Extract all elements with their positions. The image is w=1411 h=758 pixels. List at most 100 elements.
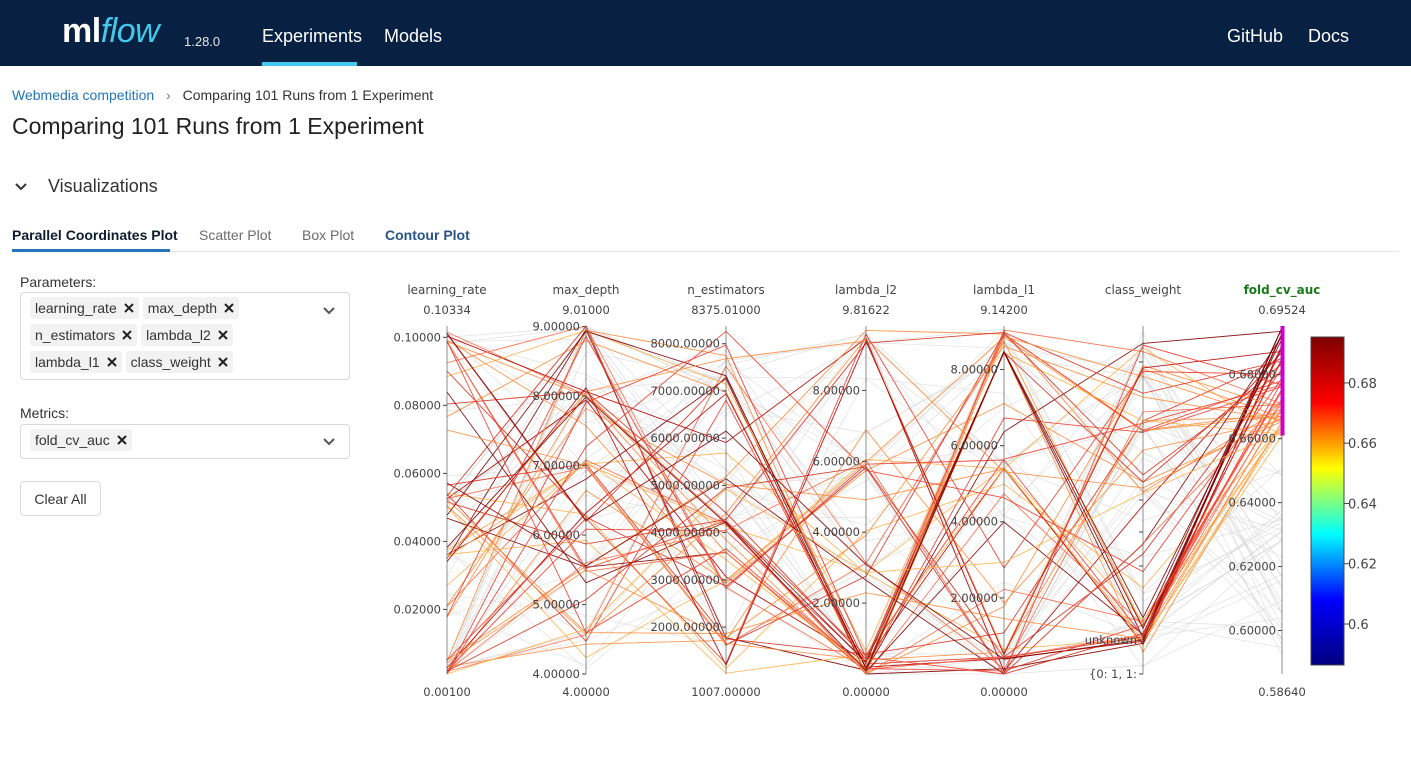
axis-drag-handle[interactable] bbox=[443, 326, 451, 674]
parameter-chip-label: learning_rate bbox=[35, 300, 117, 316]
close-icon[interactable] bbox=[123, 302, 135, 314]
parameter-chip: class_weight bbox=[125, 351, 233, 373]
parameters-chip-list: learning_rate max_depth n_estimators lambda… bbox=[30, 297, 310, 378]
parameter-chip-label: lambda_l2 bbox=[146, 327, 211, 343]
nav-github[interactable]: GitHub bbox=[1227, 26, 1284, 46]
nav-active-underline bbox=[262, 62, 357, 66]
section-title: Visualizations bbox=[48, 176, 158, 196]
close-icon[interactable] bbox=[217, 329, 229, 341]
metrics-select[interactable]: fold_cv_auc bbox=[20, 424, 350, 459]
axis-max_depth[interactable]: max_depth 9.01000 4.00000 9.00000 8.00000 7.0… bbox=[532, 283, 619, 699]
colorbar-tick-label: 0.62 bbox=[1348, 558, 1377, 573]
axis-title[interactable]: fold_cv_auc bbox=[1244, 283, 1321, 298]
parameter-chip: n_estimators bbox=[30, 324, 138, 346]
tab-parallel-coordinates[interactable]: Parallel Coordinates Plot bbox=[12, 227, 178, 243]
axis-tick-label: 2000.00000 bbox=[650, 620, 720, 634]
logo-ml-text: ml bbox=[62, 12, 101, 50]
parameter-chip-label: class_weight bbox=[130, 354, 211, 370]
tab-scatter-plot[interactable]: Scatter Plot bbox=[199, 227, 272, 243]
clear-all-button[interactable]: Clear All bbox=[20, 481, 101, 516]
colorbar-tick-label: 0.64 bbox=[1348, 497, 1377, 512]
axis-fold_cv_auc[interactable]: fold_cv_auc 0.69524 0.58640 0.68000 0.66000 0… bbox=[1228, 283, 1320, 699]
axis-tick-label: 6000.00000 bbox=[650, 431, 720, 445]
parameters-label: Parameters: bbox=[20, 274, 97, 290]
mlflow-logo[interactable]: mlflow bbox=[62, 12, 160, 51]
axis-lambda_l1[interactable]: lambda_l1 9.14200 0.00000 8.00000 6.00000 4.0… bbox=[950, 283, 1035, 699]
axis-tick-label: 9.00000 bbox=[532, 320, 580, 334]
metric-chip: fold_cv_auc bbox=[30, 429, 132, 451]
axis-tick-label: 0.10000 bbox=[393, 330, 441, 344]
axis-tick-label: 2.00000 bbox=[950, 591, 998, 605]
tab-contour-plot[interactable]: Contour Plot bbox=[385, 227, 470, 243]
axis-top-value: 9.81622 bbox=[842, 303, 890, 317]
metrics-chip-list: fold_cv_auc bbox=[30, 429, 310, 456]
axis-bottom-value: 0.00000 bbox=[842, 685, 890, 699]
axis-tick-label: 0.60000 bbox=[1228, 624, 1276, 638]
axis-tick-label: 8.00000 bbox=[532, 389, 580, 403]
axis-bottom-value: 0.58640 bbox=[1258, 685, 1306, 699]
axis-title[interactable]: learning_rate bbox=[407, 283, 486, 297]
axis-tick-label: 4.00000 bbox=[532, 667, 580, 681]
axis-tick-label: 2.00000 bbox=[812, 596, 860, 610]
axis-top-value: 9.01000 bbox=[562, 303, 610, 317]
axis-tick-label: 0.62000 bbox=[1228, 560, 1276, 574]
parallel-coordinates-plot[interactable]: learning_rate 0.10334 0.00100 0.10000 0.0800… bbox=[380, 270, 1411, 710]
breadcrumb: Webmedia competition › Comparing 101 Run… bbox=[12, 87, 433, 103]
close-icon[interactable] bbox=[121, 329, 133, 341]
axis-bottom-value: 0.00000 bbox=[980, 685, 1028, 699]
axis-lambda_l2[interactable]: lambda_l2 9.81622 0.00000 8.00000 6.00000 4.0… bbox=[812, 283, 897, 699]
axis-tick-label: 0.64000 bbox=[1228, 496, 1276, 510]
axis-tick-label: 6.00000 bbox=[812, 454, 860, 468]
parallel-coordinates-svg[interactable]: learning_rate 0.10334 0.00100 0.10000 0.0800… bbox=[380, 270, 1411, 710]
parameters-select[interactable]: learning_rate max_depth n_estimators lambda… bbox=[20, 292, 350, 380]
axis-drag-handle[interactable] bbox=[1000, 326, 1008, 674]
nav-models[interactable]: Models bbox=[384, 26, 443, 46]
axis-tick-label: 0.66000 bbox=[1228, 432, 1276, 446]
axis-tick-label: 0.08000 bbox=[393, 398, 441, 412]
breadcrumb-experiment-link[interactable]: Webmedia competition bbox=[12, 87, 155, 103]
close-icon[interactable] bbox=[217, 356, 229, 368]
axis-tick-label: 4.00000 bbox=[950, 515, 998, 529]
parameter-chip: lambda_l2 bbox=[141, 324, 233, 346]
axis-title[interactable]: max_depth bbox=[552, 283, 619, 297]
logo-flow-text: flow bbox=[100, 12, 160, 50]
axis-drag-handle[interactable] bbox=[582, 326, 590, 674]
visualization-tabs: Parallel Coordinates Plot Scatter Plot B… bbox=[12, 222, 1399, 252]
axis-tick-label: 0.68000 bbox=[1228, 368, 1276, 382]
version-label: 1.28.0 bbox=[184, 34, 221, 49]
axis-title[interactable]: lambda_l2 bbox=[835, 283, 897, 297]
axis-title[interactable]: n_estimators bbox=[687, 283, 765, 297]
axis-tick-label: 4.00000 bbox=[812, 525, 860, 539]
close-icon[interactable] bbox=[106, 356, 118, 368]
axis-drag-handle[interactable] bbox=[722, 326, 730, 674]
close-icon[interactable] bbox=[223, 302, 235, 314]
axis-constraint-range[interactable] bbox=[1280, 326, 1285, 436]
chevron-down-icon[interactable] bbox=[322, 437, 336, 447]
axis-learning_rate[interactable]: learning_rate 0.10334 0.00100 0.10000 0.0800… bbox=[393, 283, 486, 699]
chevron-down-icon[interactable] bbox=[322, 306, 336, 316]
axis-top-value: 0.10334 bbox=[423, 303, 471, 317]
axis-tick-label: 4000.00000 bbox=[650, 526, 720, 540]
axis-tick-label: 6.00000 bbox=[532, 528, 580, 542]
axis-drag-handle[interactable] bbox=[862, 326, 870, 674]
parameter-chip-label: n_estimators bbox=[35, 327, 116, 343]
axis-title[interactable]: lambda_l1 bbox=[973, 283, 1035, 297]
metric-chip-label: fold_cv_auc bbox=[35, 432, 110, 448]
axis-tick-label: 6.00000 bbox=[950, 439, 998, 453]
breadcrumb-chevron-icon: › bbox=[166, 87, 171, 103]
colorbar-gradient bbox=[1310, 336, 1345, 666]
visualizations-section-toggle[interactable]: Visualizations bbox=[14, 176, 158, 197]
top-nav-bar: mlflow 1.28.0 Experiments Models GitHub … bbox=[0, 0, 1411, 66]
close-icon[interactable] bbox=[116, 434, 128, 446]
colorbar-tick-label: 0.6 bbox=[1348, 618, 1369, 633]
nav-docs[interactable]: Docs bbox=[1308, 26, 1350, 46]
axis-bottom-value: 4.00000 bbox=[562, 685, 610, 699]
tab-box-plot[interactable]: Box Plot bbox=[302, 227, 355, 243]
axis-tick-label: 7.00000 bbox=[532, 459, 580, 473]
axis-n_estimators[interactable]: n_estimators 8375.01000 1007.00000 8000.000… bbox=[650, 283, 764, 699]
axis-title[interactable]: class_weight bbox=[1105, 283, 1182, 297]
breadcrumb-current: Comparing 101 Runs from 1 Experiment bbox=[182, 87, 434, 103]
nav-experiments[interactable]: Experiments bbox=[262, 26, 363, 46]
axis-tick-label: 3000.00000 bbox=[650, 573, 720, 587]
